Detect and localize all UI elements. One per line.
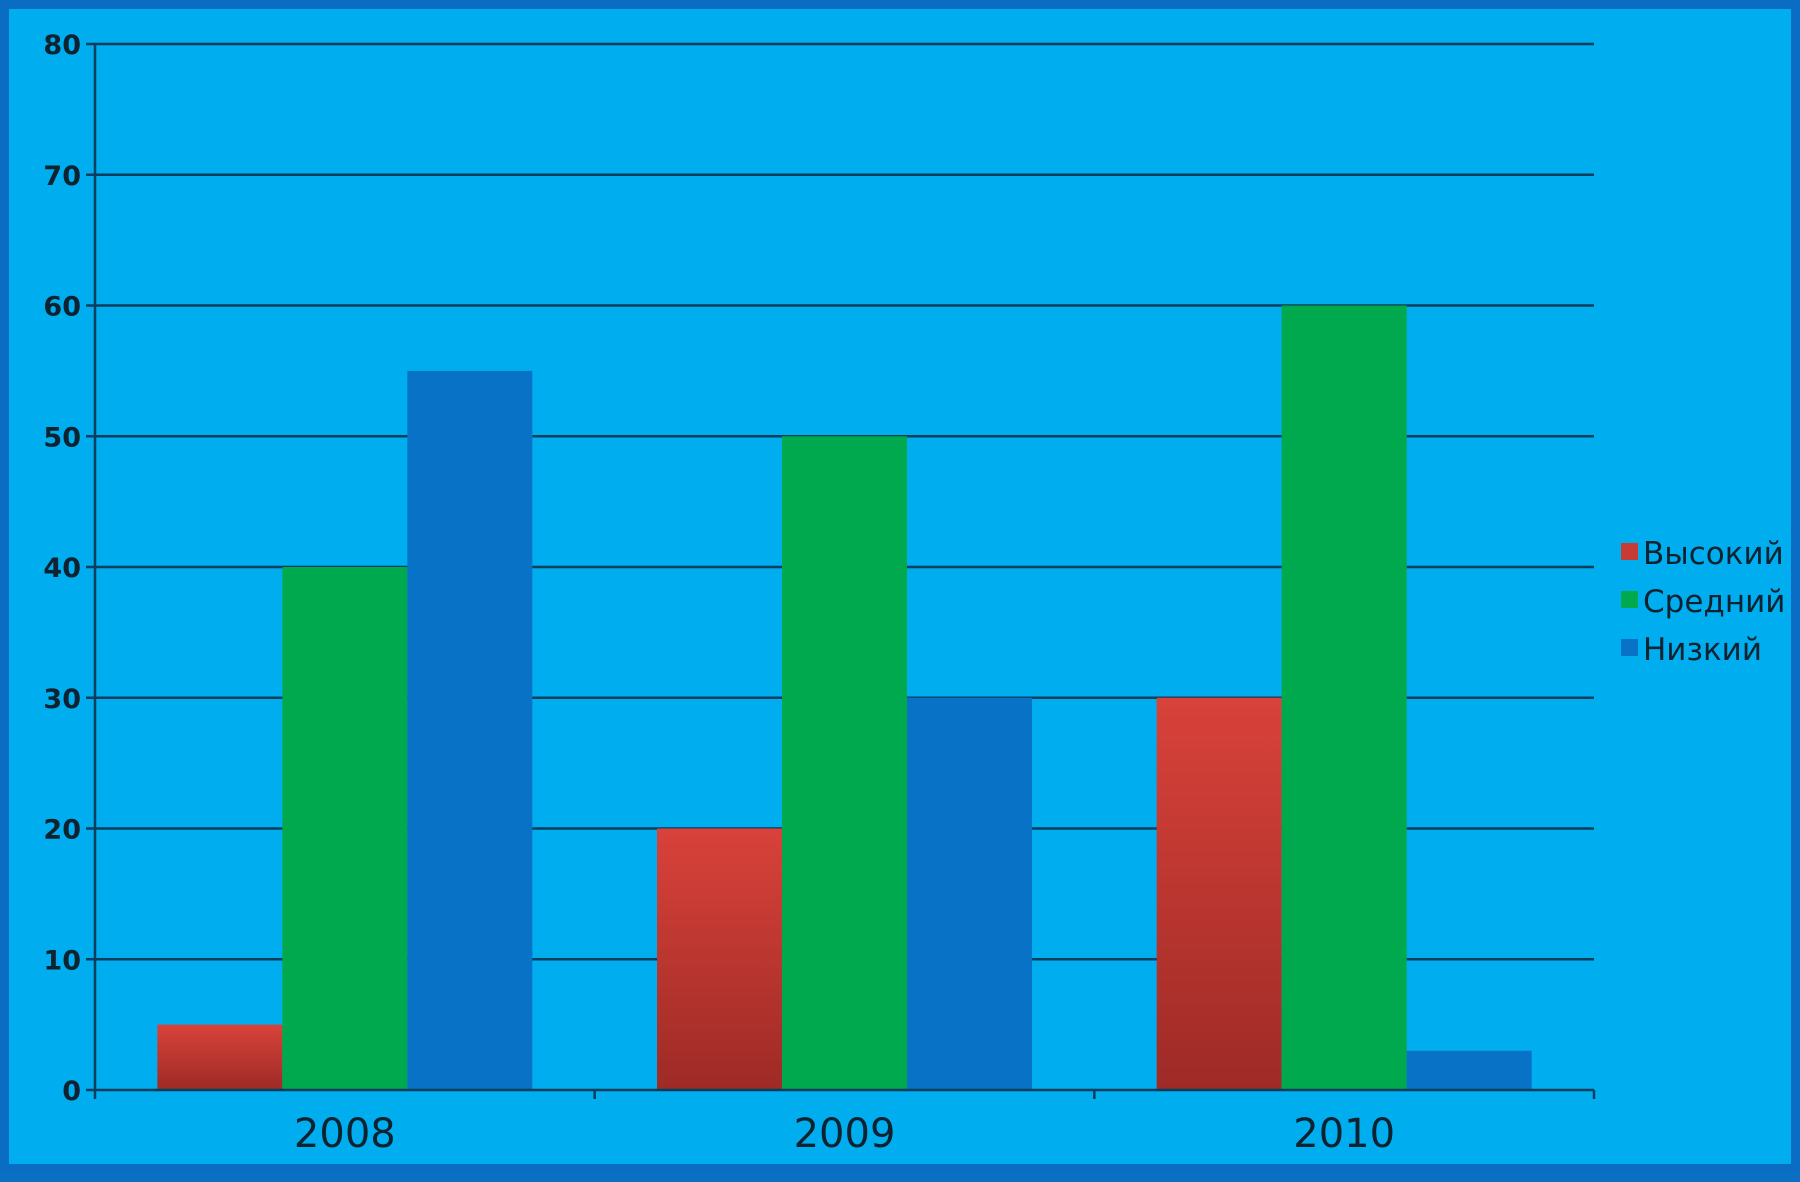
legend-label: Средний	[1643, 584, 1785, 620]
y-tick-label: 60	[43, 292, 81, 323]
legend-swatch	[1621, 543, 1638, 560]
legend: Высокий Средний Низкий	[1621, 536, 1785, 668]
y-tick-label: 80	[43, 30, 81, 61]
x-category-label: 2008	[294, 1111, 396, 1157]
bar-Средний-2010	[1281, 305, 1407, 1090]
y-tick-label: 30	[43, 684, 81, 715]
x-axis-category-labels: 2008 2009 2010	[294, 1111, 1395, 1157]
y-tick-label: 50	[43, 422, 81, 453]
y-tick-label: 70	[43, 161, 81, 192]
bar-Низкий-2008	[407, 370, 533, 1090]
legend-label: Высокий	[1643, 536, 1784, 572]
bar-Средний-2009	[782, 436, 907, 1090]
bar-Высокий-2010	[1156, 697, 1282, 1090]
bar-Высокий-2008	[157, 1024, 283, 1090]
bar-Средний-2008	[282, 567, 408, 1090]
bars	[157, 305, 1532, 1090]
legend-swatch	[1621, 639, 1638, 656]
y-tick-label: 0	[62, 1076, 81, 1107]
y-tick-label: 20	[43, 815, 81, 846]
axes	[86, 42, 1596, 1099]
legend-swatch	[1621, 591, 1638, 608]
y-tick-label: 10	[43, 945, 81, 976]
bar-Низкий-2009	[907, 697, 1032, 1090]
y-axis-tick-labels: 0 10 20 30 40 50 60 70 80	[43, 30, 81, 1107]
bar-Низкий-2010	[1406, 1050, 1532, 1090]
legend-label: Низкий	[1643, 632, 1762, 668]
x-category-label: 2009	[794, 1111, 896, 1157]
y-tick-label: 40	[43, 553, 81, 584]
bar-Высокий-2009	[657, 828, 782, 1090]
x-category-label: 2010	[1293, 1111, 1395, 1157]
bar-chart: 0 10 20 30 40 50 60 70 80 2008 2009 2010 Высокий Ср…	[43, 30, 1785, 1157]
